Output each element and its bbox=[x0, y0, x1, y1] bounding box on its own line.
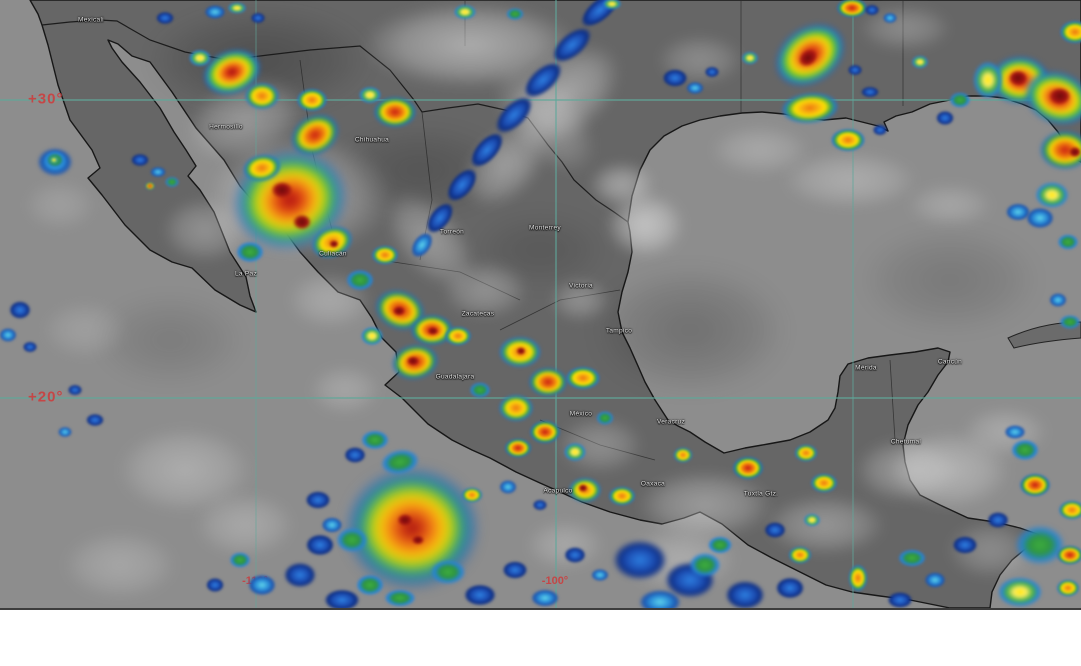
longitude-label: -100° bbox=[541, 575, 569, 587]
city-label: Chihuahua bbox=[354, 136, 390, 144]
city-label: Mexicali bbox=[78, 16, 104, 24]
city-label: Guadalajara bbox=[435, 373, 475, 381]
city-label: Hermosillo bbox=[209, 123, 243, 131]
city-label: Culiacán bbox=[319, 250, 347, 258]
longitude-gridline bbox=[852, 0, 854, 608]
latitude-label: +20° bbox=[28, 388, 64, 406]
city-label: Tuxtla Gtz. bbox=[743, 490, 779, 498]
city-label: Acapulco bbox=[543, 487, 573, 495]
satellite-map: +30° +20° -110° -100° Mexicali Hermosillo Chi… bbox=[0, 0, 1081, 610]
city-label: Chetumal bbox=[890, 438, 922, 446]
longitude-gridline bbox=[255, 0, 257, 608]
city-label: México bbox=[569, 410, 593, 418]
city-label: Zacatecas bbox=[461, 310, 495, 318]
city-label: Torreón bbox=[439, 228, 465, 236]
city-label: Veracruz bbox=[656, 418, 686, 426]
city-label: Tampico bbox=[605, 327, 633, 335]
map-labels-layer: Mexicali Hermosillo Chihuahua Monterrey Torr… bbox=[78, 16, 963, 498]
city-label: La Paz bbox=[234, 270, 258, 278]
city-label: Victoria bbox=[569, 282, 593, 290]
longitude-gridline bbox=[555, 0, 557, 608]
city-label: Cancún bbox=[937, 358, 963, 366]
city-label: Mérida bbox=[855, 364, 877, 372]
government-footer: MEDIO AMBIENTE CONAGUA bbox=[0, 610, 1081, 666]
latitude-gridline bbox=[0, 397, 1081, 399]
city-label: Oaxaca bbox=[640, 480, 666, 488]
latitude-label: +30° bbox=[28, 90, 64, 108]
city-label: Monterrey bbox=[529, 224, 561, 232]
